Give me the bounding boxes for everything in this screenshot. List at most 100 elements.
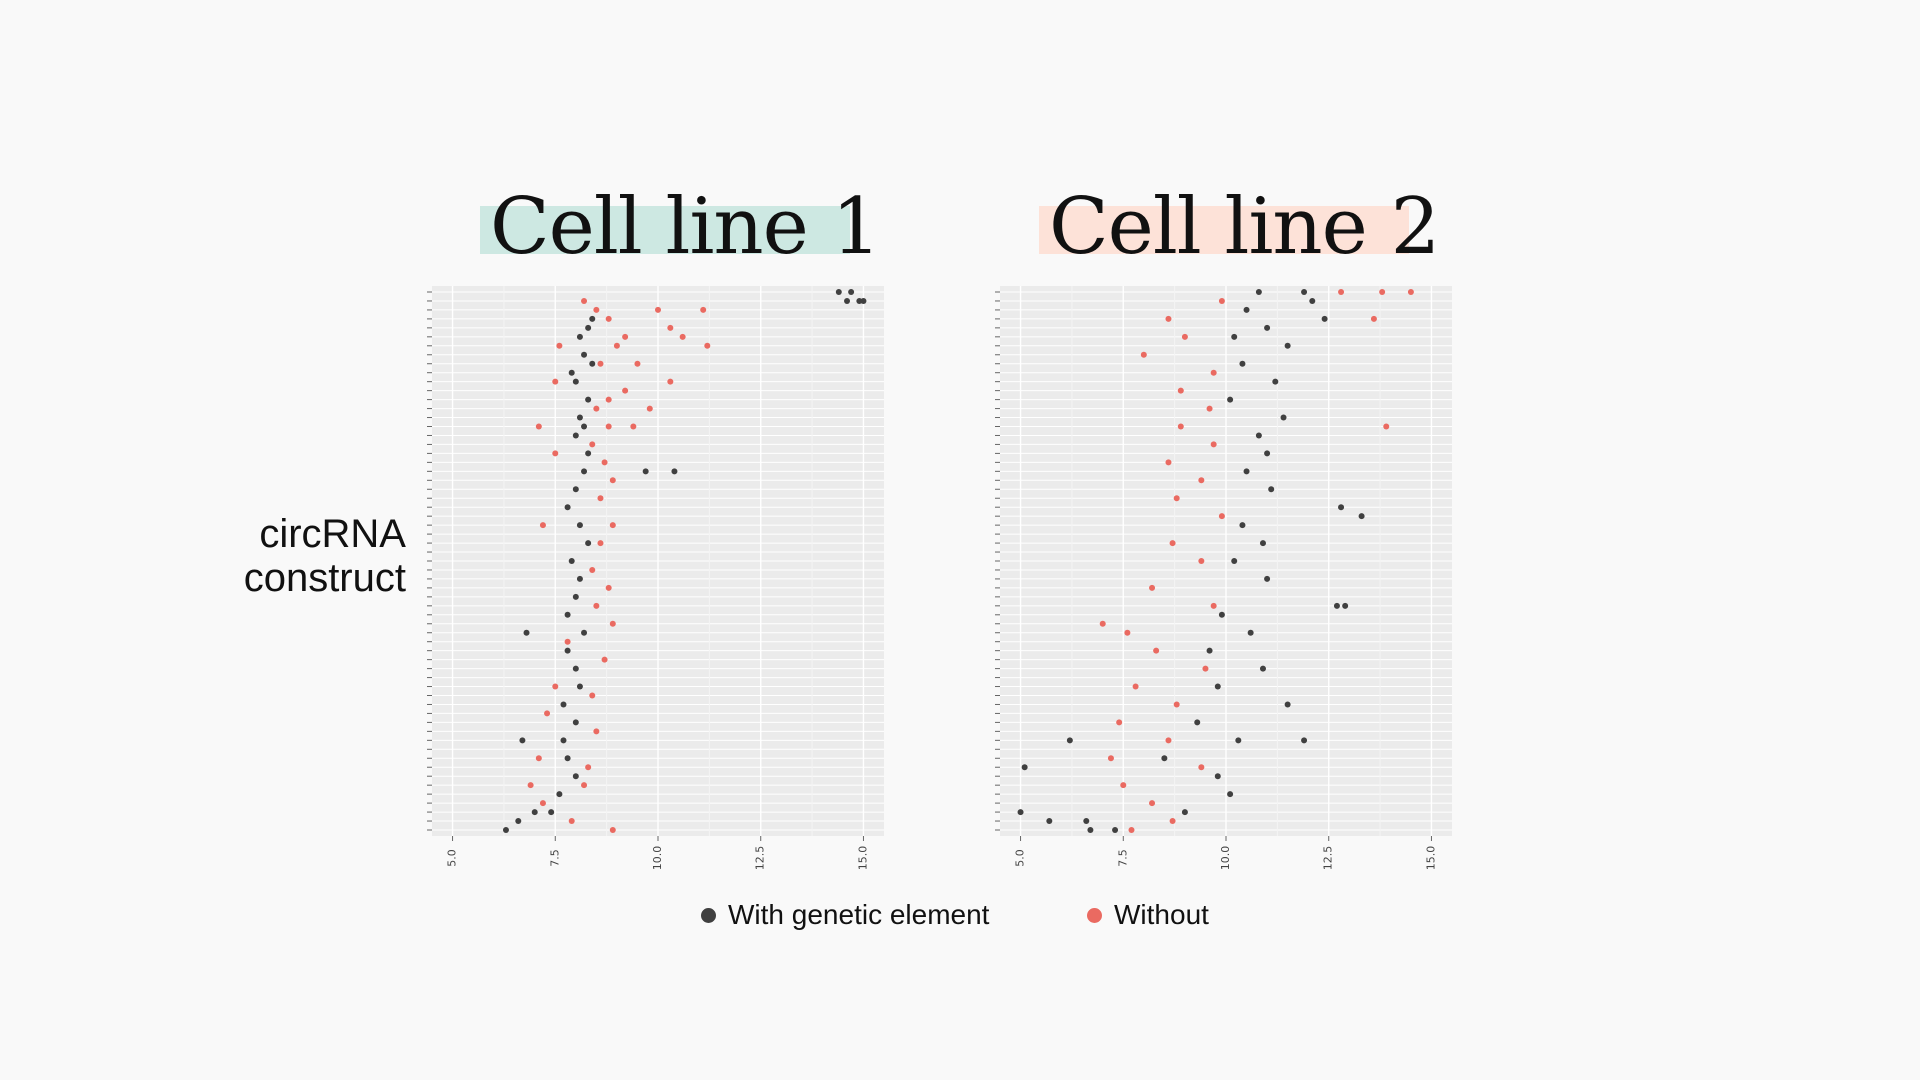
panel-title-cell-line-1: Cell line 1 [490,182,881,272]
data-point [568,369,575,376]
data-point [597,360,604,367]
data-point [535,423,542,430]
data-point [605,315,612,322]
data-point [1264,575,1271,582]
data-point [601,459,608,466]
data-point [539,522,546,529]
data-point [515,818,522,825]
data-point [585,396,592,403]
scatter-plot-cell-line-1: 5.0 7.5 10.0 12.5 15.0 [427,286,884,871]
data-point [1214,773,1221,780]
data-point [548,809,555,816]
data-point [609,827,616,833]
data-point [572,593,579,600]
data-point [860,297,867,304]
data-point [1227,396,1234,403]
data-point [576,575,583,582]
data-point [1309,297,1316,304]
x-tick-label: 12.5 [754,846,767,871]
data-point [679,333,686,340]
data-point [1338,504,1345,511]
data-point [605,584,612,591]
data-point [1255,289,1262,295]
data-point [589,360,596,367]
x-tick-label: 10.0 [651,846,664,871]
data-point [1342,602,1349,609]
data-point [581,351,588,358]
data-point [560,737,567,744]
data-point [1272,378,1279,385]
data-point [1210,602,1217,609]
data-point [1280,414,1287,421]
data-point [1259,665,1266,672]
data-point [576,414,583,421]
data-point [1087,827,1094,833]
data-point [704,342,711,349]
data-point [1021,764,1028,771]
data-point [1165,459,1172,466]
data-point [597,495,604,502]
data-point [1198,558,1205,564]
data-point [1202,665,1209,672]
data-point [1239,522,1246,529]
data-point [1333,602,1340,609]
data-point [572,486,579,493]
data-point [1321,315,1328,322]
data-point [667,324,674,331]
data-point [585,450,592,457]
data-point [1264,450,1271,457]
data-point [568,558,575,564]
data-point [601,656,608,663]
x-tick-label: 5.0 [1014,849,1027,867]
data-point [1198,477,1205,484]
data-point [1173,701,1180,708]
data-point [552,683,559,690]
data-point [1066,737,1073,744]
data-point [1132,683,1139,690]
data-point [556,342,563,349]
data-point [502,827,509,833]
data-point [1218,297,1225,304]
data-point [856,297,863,304]
scatter-plot-cell-line-2: 5.0 7.5 10.0 12.5 15.0 [995,286,1452,871]
data-point [1149,584,1156,591]
data-point [1120,782,1127,789]
legend-label-with: With genetic element [728,899,990,930]
data-point [593,306,600,313]
data-point [1227,791,1234,798]
data-point [564,755,571,762]
data-point [1153,647,1160,654]
data-point [581,782,588,789]
x-tick-label: 7.5 [548,849,561,867]
data-point [1107,755,1114,762]
data-point [585,324,592,331]
data-point [531,809,538,816]
x-tick-label: 15.0 [1424,846,1437,871]
data-point [1128,827,1135,833]
data-point [1210,369,1217,376]
title-highlight-2 [1039,206,1409,254]
data-point [572,719,579,726]
data-point [576,522,583,529]
data-point [1301,289,1308,295]
data-point [572,773,579,780]
x-tick-label: 7.5 [1116,849,1129,867]
data-point [622,387,629,394]
data-point [1284,701,1291,708]
data-point [609,522,616,529]
data-point [593,405,600,412]
data-point [1214,683,1221,690]
data-point [585,764,592,771]
data-point [568,818,575,825]
data-point [671,468,678,475]
data-point [593,602,600,609]
legend-dot-with [701,907,716,923]
panel-title-cell-line-2: Cell line 2 [1049,182,1440,272]
data-point [527,782,534,789]
data-point [1198,764,1205,771]
data-point [844,297,851,304]
data-point [1383,423,1390,430]
data-point [572,665,579,672]
data-point [564,504,571,511]
data-point [597,540,604,547]
